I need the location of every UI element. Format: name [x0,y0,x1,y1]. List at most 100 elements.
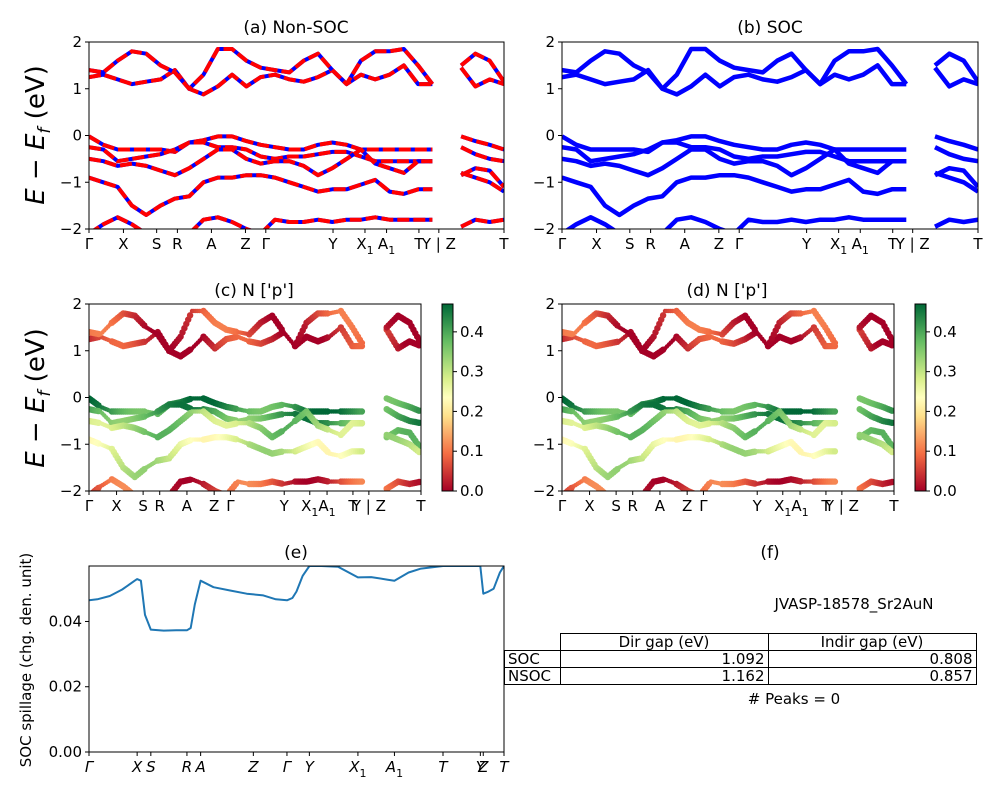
band-point [358,420,366,427]
panel-f-title: (f) [760,543,779,563]
gap-table: Dir gap (eV) Indir gap (eV) SOC 1.092 0.… [504,633,977,685]
band-line-0 [562,63,978,97]
band-point [831,339,839,347]
panel-d-xtick-label: Y | Z [824,497,859,515]
panel-b-ytick-label: −2 [533,220,555,238]
peaks-count: # Peaks = 0 [747,690,841,708]
band-point [888,478,894,486]
band-line-soc-5 [89,170,504,217]
panel-e-axes-frame [88,565,505,753]
colorbar [441,303,454,492]
panel-c-xtick-label: A [182,497,193,515]
band-point [128,489,134,491]
band-point [186,312,194,319]
panel-c-xtick-label: T [347,497,358,515]
colorbar-tick-label: 0.1 [933,442,957,460]
band-point [831,478,839,485]
panel-d-xtick-label: Y [752,497,763,515]
row-label: SOC [504,650,561,668]
panel-b-xtick-label: Y | Z [895,235,930,253]
band-line-nonsoc-5 [89,170,504,217]
band-point [221,490,224,491]
panel-a-xtick-label: Z [240,235,250,253]
panel-b-ytick-label: 1 [545,80,555,98]
colorbar-tick-label: 0.1 [460,442,484,460]
band-point [831,408,839,415]
panel-c-xtick-label: R [154,497,164,515]
band-line-nonsoc-3 [89,140,504,164]
panel-c-xtick-label: S [138,497,148,515]
table-row: NSOC 1.162 0.857 [504,667,977,685]
panel-e-plot: 0.000.020.04Γ X S R A Z Γ Y X1 A1 T YZ T [49,565,510,780]
panel-e-title: (e) [284,543,308,563]
panel-e-ytick-label: 0.04 [49,612,82,630]
indir-gap-value: 0.857 [767,667,977,685]
colorbar [914,303,927,492]
panel-b-xtick-label: Y [801,235,812,253]
band-line-3 [562,140,978,164]
colorbar-tick-label: 0.3 [460,363,484,381]
panel-b-xtick-label: Γ [558,235,567,253]
panel-a-xtick-label: Γ [85,235,94,253]
panel-a-xtick-label: X [118,235,128,253]
ylabel-a: E − Ef (eV) [21,65,55,205]
panel-b-ytick-label: 0 [545,127,555,145]
band-point [888,337,894,344]
panel-e-xtick-label: S [146,758,156,776]
panel-d-xtick-label: T [888,497,899,515]
panel-d-ytick-label: −1 [533,435,555,453]
band-point [415,419,421,426]
panel-e-xtick-label: Γ [283,758,293,776]
panel-d-ytick-label: 1 [545,342,555,360]
panel-e-xtick-label: Γ [85,758,95,776]
band-point [358,478,366,485]
col-dir-gap: Dir gap (eV) [559,633,769,651]
panel-b-xtick-label: A [680,235,691,253]
ylabel-e: SOC spillage (chg. den. unit) [17,553,35,768]
panel-a-xtick-label: T [413,235,424,253]
band-line-nonsoc-1 [89,47,504,91]
panel-a-xtick-label: T [498,235,509,253]
band-line-4 [562,147,978,189]
panel-b-xtick-label: Z [714,235,724,253]
panel-b-xtick-label: T [972,235,983,253]
band-line-nonsoc-0 [89,63,504,97]
panel-a-xtick-label: Y | Z [421,235,456,253]
band-point [415,342,421,349]
panel-c-xtick-label: T [415,497,426,515]
panel-c-xtick-label: X1 [301,497,318,519]
band-line-soc-6 [92,215,504,229]
panel-c-xtick-label: Y [279,497,290,515]
panel-d-xtick-label: X1 [774,497,791,519]
panel-c-ytick-label: 2 [72,295,82,313]
colorbar-tick-label: 0.4 [933,323,957,341]
panel-c-ytick-label: 0 [72,389,82,407]
band-point [358,448,366,455]
band-line-5 [562,170,978,218]
panel-d-ytick-label: −2 [533,482,555,500]
panel-b-xtick-label: A1 [852,235,869,257]
panel-d-xtick-label: A1 [791,497,808,519]
panel-d-xtick-label: R [627,497,637,515]
panel-b-ytick-label: 2 [545,33,555,51]
indir-gap-value: 0.808 [767,650,977,668]
col-indir-gap: Indir gap (eV) [767,633,977,651]
panel-d-xtick-label: Z [682,497,692,515]
panel-e-xtick-label: Y [305,758,316,776]
panel-e-ytick-label: 0.02 [49,678,82,696]
panel-e-xtick-label: R [182,758,192,776]
panel-a-xtick-label: A [206,235,217,253]
panel-d-xtick-label: Γ [699,497,708,515]
panel-a-axes-frame [88,41,505,230]
panel-e-xtick-label: Z [477,758,489,776]
panel-a-title: (a) Non-SOC [243,18,348,38]
panel-a-xtick-label: R [172,235,182,253]
panel-c-xtick-label: Γ [85,497,94,515]
panel-e-xtick-label: Y [476,758,487,776]
panel-c-xtick-label: Γ [226,497,235,515]
panel-a-xtick-label: Y [327,235,338,253]
